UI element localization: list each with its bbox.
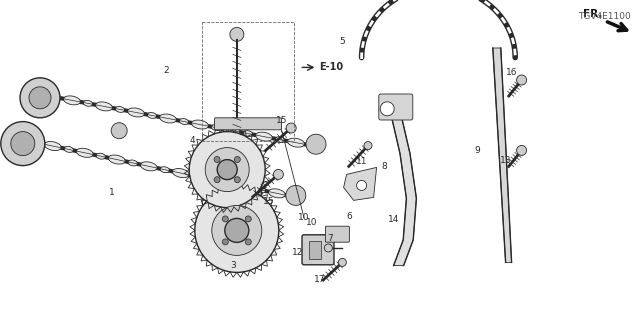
Ellipse shape: [32, 140, 42, 146]
Circle shape: [20, 78, 60, 118]
Text: 14: 14: [388, 215, 399, 224]
Ellipse shape: [51, 94, 61, 100]
Text: 12: 12: [292, 248, 303, 257]
Text: 7: 7: [327, 234, 332, 243]
Polygon shape: [390, 112, 417, 266]
Text: 1: 1: [109, 188, 115, 196]
FancyBboxPatch shape: [325, 226, 349, 242]
Text: 2: 2: [164, 66, 169, 75]
Circle shape: [234, 156, 240, 163]
Circle shape: [11, 132, 35, 156]
Circle shape: [214, 156, 220, 163]
Circle shape: [286, 185, 306, 205]
Circle shape: [225, 218, 249, 243]
Text: 10: 10: [298, 213, 310, 222]
Circle shape: [189, 132, 265, 208]
Circle shape: [516, 145, 527, 156]
Circle shape: [245, 239, 252, 245]
Text: 16: 16: [506, 68, 518, 76]
Circle shape: [273, 169, 284, 180]
Ellipse shape: [243, 131, 253, 137]
Ellipse shape: [31, 90, 49, 99]
Circle shape: [205, 148, 249, 192]
Ellipse shape: [236, 182, 253, 191]
Circle shape: [212, 205, 262, 255]
FancyBboxPatch shape: [214, 118, 282, 130]
Ellipse shape: [147, 113, 157, 118]
Text: FR.: FR.: [584, 9, 603, 19]
Ellipse shape: [275, 137, 285, 143]
Text: 13: 13: [500, 156, 511, 164]
FancyBboxPatch shape: [379, 94, 413, 120]
Ellipse shape: [96, 153, 106, 159]
Circle shape: [214, 177, 220, 183]
Ellipse shape: [191, 120, 209, 129]
Circle shape: [516, 75, 527, 85]
Circle shape: [222, 239, 228, 245]
Ellipse shape: [223, 126, 241, 135]
Ellipse shape: [192, 173, 202, 180]
Circle shape: [364, 141, 372, 150]
Ellipse shape: [115, 107, 125, 112]
Ellipse shape: [287, 138, 305, 147]
Ellipse shape: [307, 143, 317, 148]
Circle shape: [286, 123, 296, 133]
Bar: [309, 241, 321, 259]
Text: 6: 6: [346, 212, 351, 220]
Circle shape: [306, 134, 326, 154]
Ellipse shape: [179, 119, 189, 124]
Circle shape: [234, 177, 240, 183]
Ellipse shape: [172, 169, 189, 178]
Circle shape: [29, 87, 51, 109]
Polygon shape: [493, 48, 511, 262]
Ellipse shape: [12, 135, 29, 144]
Ellipse shape: [76, 148, 93, 157]
Ellipse shape: [44, 141, 61, 151]
FancyBboxPatch shape: [302, 235, 334, 265]
Ellipse shape: [256, 187, 266, 193]
Text: 11: 11: [356, 157, 367, 166]
Ellipse shape: [83, 100, 93, 106]
Circle shape: [222, 216, 228, 222]
Bar: [202, 22, 294, 141]
Text: TGV4E1100: TGV4E1100: [578, 12, 630, 20]
Ellipse shape: [160, 167, 170, 173]
Ellipse shape: [288, 194, 298, 200]
Ellipse shape: [255, 132, 273, 141]
Text: 3: 3: [231, 261, 236, 270]
Text: E-10: E-10: [319, 62, 344, 72]
Text: 15: 15: [263, 197, 275, 206]
Circle shape: [324, 244, 332, 252]
Circle shape: [111, 123, 127, 139]
Ellipse shape: [211, 124, 221, 131]
Text: 10: 10: [306, 218, 317, 227]
Circle shape: [1, 122, 45, 166]
Text: 17: 17: [314, 276, 326, 284]
Ellipse shape: [204, 175, 221, 184]
Text: 15: 15: [276, 116, 287, 124]
Ellipse shape: [159, 114, 177, 123]
Ellipse shape: [127, 108, 145, 117]
Circle shape: [195, 188, 279, 272]
Ellipse shape: [140, 162, 157, 171]
Text: 9: 9: [474, 146, 479, 155]
Text: 5: 5: [340, 37, 345, 46]
Ellipse shape: [63, 96, 81, 105]
Circle shape: [230, 28, 244, 41]
Ellipse shape: [64, 147, 74, 152]
Circle shape: [217, 160, 237, 180]
Circle shape: [356, 180, 367, 190]
Circle shape: [339, 258, 346, 266]
Ellipse shape: [95, 102, 113, 111]
Ellipse shape: [224, 180, 234, 186]
Ellipse shape: [108, 155, 125, 164]
Circle shape: [245, 216, 252, 222]
Text: 4: 4: [189, 136, 195, 145]
Polygon shape: [344, 167, 376, 200]
Text: 8: 8: [381, 162, 387, 171]
Ellipse shape: [268, 189, 285, 198]
Ellipse shape: [128, 160, 138, 166]
Circle shape: [380, 102, 394, 116]
